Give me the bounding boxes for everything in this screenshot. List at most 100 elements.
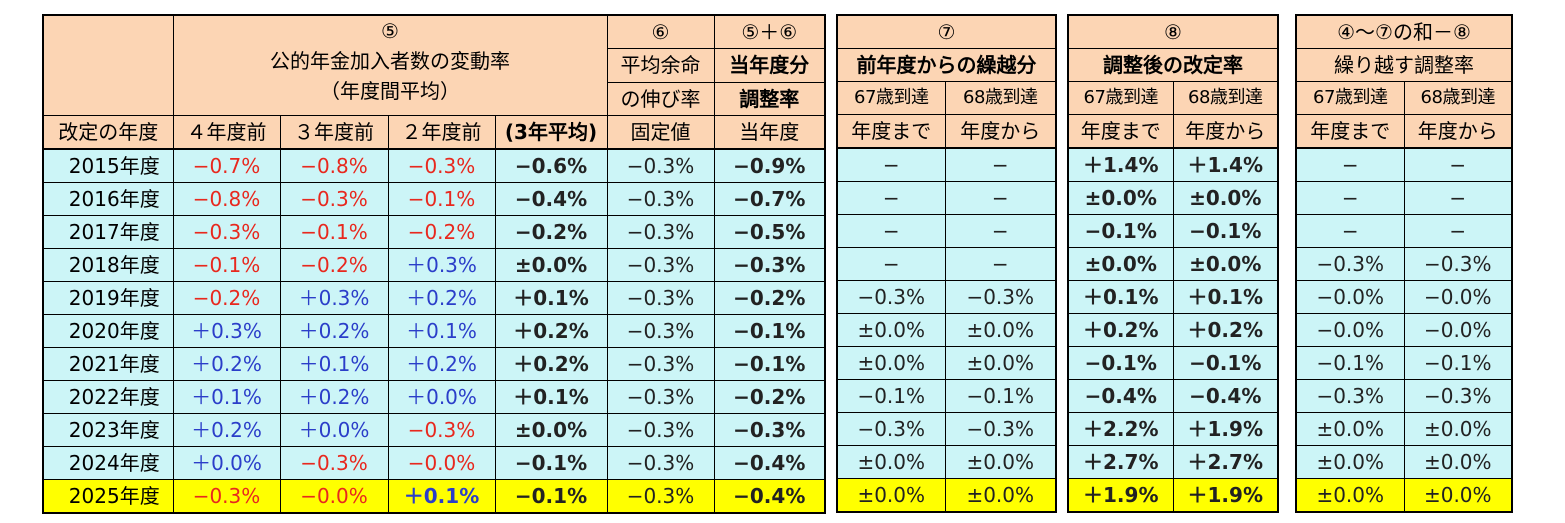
rate-3y-cell: −0.2% bbox=[279, 248, 389, 282]
table3-col-b-cell: ±0.0% bbox=[1172, 247, 1279, 281]
table-row: 2022年度 ＋0.1% ＋0.2% ＋0.0% ＋0.1% −0.3% −0.2% bbox=[42, 380, 826, 414]
avg-cell: ＋0.1% bbox=[494, 281, 608, 315]
table-row: ＋1.9% ＋1.9% bbox=[1067, 478, 1279, 513]
rate-2y-cell: ＋0.1% bbox=[387, 479, 496, 514]
table3-col-b-cell: ＋0.1% bbox=[1172, 280, 1279, 314]
header-sum: ⑤＋⑥ bbox=[713, 14, 826, 50]
current-adj-cell: −0.5% bbox=[713, 215, 826, 249]
t2-header-b1: 68歳到達 bbox=[944, 81, 1057, 115]
table-row: ＋1.4% ＋1.4% bbox=[1067, 147, 1279, 182]
table3-col-a-cell: ＋0.2% bbox=[1067, 313, 1174, 347]
rate-3y-cell: ＋0.2% bbox=[279, 314, 389, 348]
rate-2y-cell: −0.3% bbox=[387, 413, 496, 447]
table-adjustment-rate: ⑤ 公的年金加入者数の変動率 （年度間平均） ⑥ ⑤＋⑥ 平均余命 当年度分 の… bbox=[42, 14, 826, 514]
table-row: ＋2.7% ＋2.7% bbox=[1067, 445, 1279, 479]
table4-col-a-cell: −0.0% bbox=[1295, 313, 1405, 347]
rate-4y-cell: −0.8% bbox=[172, 182, 281, 216]
table4-col-b-cell: −0.0% bbox=[1403, 280, 1513, 314]
rate-4y-cell: ＋0.3% bbox=[172, 314, 281, 348]
table2-col-b-cell: − bbox=[944, 247, 1057, 281]
table-row: ±0.0% ±0.0% bbox=[1295, 412, 1513, 446]
t4-header-b1: 68歳到達 bbox=[1403, 81, 1513, 115]
rate-4y-cell: −0.3% bbox=[172, 479, 281, 514]
t3-header-b1: 68歳到達 bbox=[1172, 81, 1279, 115]
table-row: 2018年度 −0.1% −0.2% ＋0.3% ±0.0% −0.3% −0.3% bbox=[42, 248, 826, 282]
header-3y: ３年度前 bbox=[279, 115, 389, 150]
table-row: −0.1% −0.1% bbox=[836, 379, 1057, 413]
table-row: 2017年度 −0.3% −0.1% −0.2% −0.2% −0.3% −0.5% bbox=[42, 215, 826, 249]
avg-cell: −0.4% bbox=[494, 182, 608, 216]
table-carryover-rate: ④〜⑦の和－⑧ 繰り越す調整率 67歳到達 68歳到達 年度まで 年度から − −… bbox=[1295, 14, 1514, 513]
current-adj-cell: −0.1% bbox=[713, 347, 826, 381]
table-row: 2021年度 ＋0.2% ＋0.1% ＋0.2% ＋0.2% −0.3% −0.1% bbox=[42, 347, 826, 381]
table-row: ±0.0% ±0.0% bbox=[1067, 181, 1279, 215]
table2-col-a-cell: ±0.0% bbox=[836, 313, 946, 347]
corner-blank-cell bbox=[42, 14, 174, 116]
table-carryover-from-previous: ⑦ 前年度からの繰越分 67歳到達 68歳到達 年度まで 年度から − − − − − −… bbox=[836, 14, 1057, 513]
table2-col-b-cell: − bbox=[944, 147, 1057, 182]
table-row: − − bbox=[836, 181, 1057, 215]
table3-col-a-cell: ±0.0% bbox=[1067, 181, 1174, 215]
table-row: ±0.0% ±0.0% bbox=[1295, 478, 1513, 513]
table2-col-b-cell: − bbox=[944, 214, 1057, 248]
table3-col-b-cell: ±0.0% bbox=[1172, 181, 1279, 215]
header-2y: ２年度前 bbox=[387, 115, 496, 150]
rate-4y-cell: ＋0.0% bbox=[172, 446, 281, 480]
table-row: ±0.0% ±0.0% bbox=[836, 445, 1057, 479]
table4-col-b-cell: −0.1% bbox=[1403, 346, 1513, 380]
current-adj-cell: −0.4% bbox=[713, 479, 826, 514]
table4-col-b-cell: − bbox=[1403, 181, 1513, 215]
fixed-cell: −0.3% bbox=[606, 182, 715, 216]
rate-3y-cell: −0.3% bbox=[279, 446, 389, 480]
current-adj-cell: −0.1% bbox=[713, 314, 826, 348]
table-row: − − bbox=[836, 247, 1057, 281]
rate-2y-cell: −0.3% bbox=[387, 148, 496, 183]
fixed-cell: −0.3% bbox=[606, 148, 715, 183]
fixed-cell: −0.3% bbox=[606, 281, 715, 315]
rate-4y-cell: ＋0.2% bbox=[172, 413, 281, 447]
table4-col-b-cell: ±0.0% bbox=[1403, 445, 1513, 479]
table2-col-b-cell: ±0.0% bbox=[944, 445, 1057, 479]
rate-4y-cell: ＋0.1% bbox=[172, 380, 281, 414]
current-adj-cell: −0.3% bbox=[713, 248, 826, 282]
table4-col-b-cell: −0.3% bbox=[1403, 379, 1513, 413]
table3-col-a-cell: ＋2.7% bbox=[1067, 445, 1174, 479]
table-row: ＋0.1% ＋0.1% bbox=[1067, 280, 1279, 314]
header-circle6: ⑥ bbox=[606, 14, 715, 50]
table4-col-a-cell: −0.1% bbox=[1295, 346, 1405, 380]
year-cell: 2021年度 bbox=[42, 347, 174, 381]
avg-cell: −0.6% bbox=[494, 148, 608, 183]
rate-3y-cell: ＋0.3% bbox=[279, 281, 389, 315]
t2-header-title: 前年度からの繰越分 bbox=[836, 48, 1057, 82]
header-fixed: 固定値 bbox=[606, 115, 715, 150]
header-membership-rate: ⑤ 公的年金加入者数の変動率 （年度間平均） bbox=[172, 14, 608, 116]
header-year: 改定の年度 bbox=[42, 115, 174, 150]
t2-header-b2: 年度から bbox=[944, 114, 1057, 149]
table3-col-b-cell: ＋1.9% bbox=[1172, 478, 1279, 513]
current-adj-cell: −0.3% bbox=[713, 413, 826, 447]
t4-header-b2: 年度から bbox=[1403, 114, 1513, 149]
avg-cell: ＋0.1% bbox=[494, 380, 608, 414]
table4-col-b-cell: ±0.0% bbox=[1403, 412, 1513, 446]
table4-col-a-cell: ±0.0% bbox=[1295, 412, 1405, 446]
table3-col-a-cell: ±0.0% bbox=[1067, 247, 1174, 281]
table4-col-a-cell: − bbox=[1295, 181, 1405, 215]
table3-col-a-cell: ＋1.9% bbox=[1067, 478, 1174, 513]
table2-col-b-cell: −0.1% bbox=[944, 379, 1057, 413]
header-current-2: 調整率 bbox=[713, 81, 826, 117]
table2-col-a-cell: − bbox=[836, 247, 946, 281]
table-row: −0.4% −0.4% bbox=[1067, 379, 1279, 413]
fixed-cell: −0.3% bbox=[606, 479, 715, 514]
avg-cell: ＋0.2% bbox=[494, 347, 608, 381]
table-row: ±0.0% ±0.0% bbox=[836, 313, 1057, 347]
table-row: −0.1% −0.1% bbox=[1067, 214, 1279, 248]
table2-col-a-cell: −0.3% bbox=[836, 280, 946, 314]
table2-col-a-cell: − bbox=[836, 214, 946, 248]
rate-4y-cell: −0.2% bbox=[172, 281, 281, 315]
table2-col-b-cell: − bbox=[944, 181, 1057, 215]
avg-cell: ±0.0% bbox=[494, 248, 608, 282]
t4-header-circle: ④〜⑦の和－⑧ bbox=[1295, 14, 1513, 49]
rate-2y-cell: −0.0% bbox=[387, 446, 496, 480]
rate-2y-cell: ＋0.2% bbox=[387, 281, 496, 315]
table3-col-a-cell: ＋0.1% bbox=[1067, 280, 1174, 314]
